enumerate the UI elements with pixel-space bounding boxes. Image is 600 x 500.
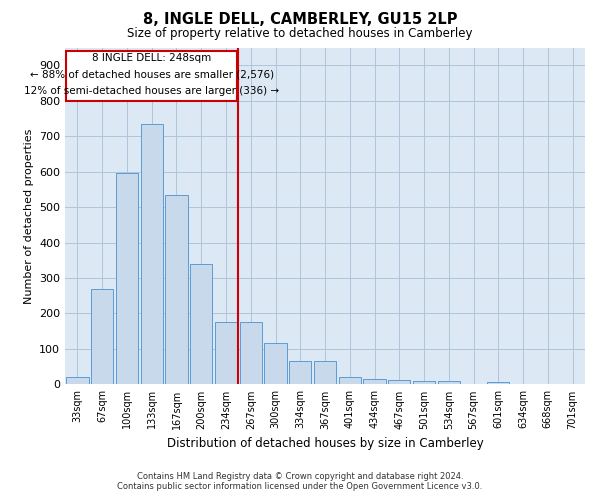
Text: 8, INGLE DELL, CAMBERLEY, GU15 2LP: 8, INGLE DELL, CAMBERLEY, GU15 2LP bbox=[143, 12, 457, 28]
Bar bbox=[338, 376, 361, 384]
Text: Contains HM Land Registry data © Crown copyright and database right 2024.
Contai: Contains HM Land Registry data © Crown c… bbox=[118, 472, 482, 491]
X-axis label: Distribution of detached houses by size in Camberley: Distribution of detached houses by size … bbox=[167, 437, 484, 450]
Text: ← 88% of detached houses are smaller (2,576): ← 88% of detached houses are smaller (2,… bbox=[29, 69, 274, 79]
Bar bbox=[388, 380, 410, 384]
Bar bbox=[437, 381, 460, 384]
Bar bbox=[166, 194, 188, 384]
Bar bbox=[239, 322, 262, 384]
Bar bbox=[67, 51, 237, 100]
Bar bbox=[289, 362, 311, 384]
Bar bbox=[314, 362, 336, 384]
Text: 8 INGLE DELL: 248sqm: 8 INGLE DELL: 248sqm bbox=[92, 52, 211, 62]
Bar bbox=[190, 264, 212, 384]
Text: Size of property relative to detached houses in Camberley: Size of property relative to detached ho… bbox=[127, 28, 473, 40]
Bar bbox=[67, 376, 89, 384]
Bar bbox=[116, 174, 138, 384]
Bar bbox=[215, 322, 237, 384]
Bar bbox=[265, 342, 287, 384]
Bar bbox=[364, 380, 386, 384]
Bar bbox=[140, 124, 163, 384]
Y-axis label: Number of detached properties: Number of detached properties bbox=[23, 128, 34, 304]
Bar bbox=[487, 382, 509, 384]
Text: 12% of semi-detached houses are larger (336) →: 12% of semi-detached houses are larger (… bbox=[24, 86, 279, 96]
Bar bbox=[413, 381, 435, 384]
Bar bbox=[91, 288, 113, 384]
